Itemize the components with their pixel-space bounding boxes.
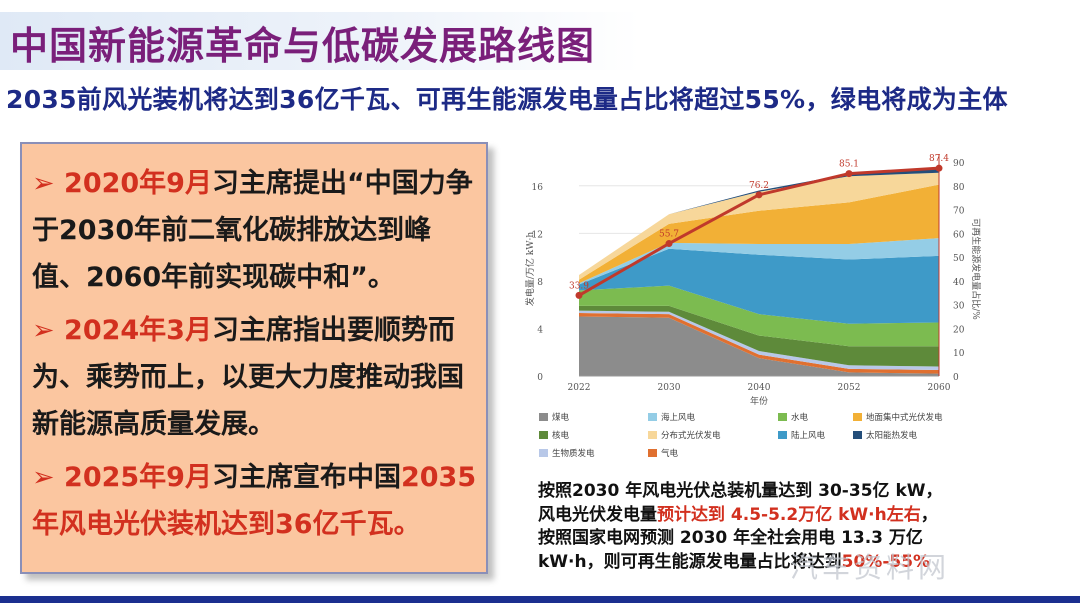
legend-label: 核电: [552, 430, 570, 441]
y-tick-label: 0: [537, 373, 543, 383]
legend-label: 水电: [791, 412, 809, 423]
bullet-date: 2025年9月: [64, 462, 212, 493]
page-subtitle: 2035前风光装机将达到36亿千瓦、可再生能源发电量占比将超过55%，绿电将成为…: [6, 85, 1008, 114]
legend-swatch: [853, 413, 862, 421]
footer-bar: [0, 596, 1080, 603]
watermark-text: 汽车资料网: [790, 551, 951, 584]
area-分布式光伏发电: [579, 172, 939, 280]
y-tick-label: 16: [532, 183, 544, 193]
legend-label: 气电: [661, 448, 679, 459]
bullet-tail: 2035年风电光伏装机达到36亿千瓦。: [32, 462, 477, 540]
y2-tick-label: 60: [953, 230, 965, 240]
x-axis-label: 年份: [750, 395, 768, 407]
note-line-2: 风电光伏发电量预计达到 4.5-5.2万亿 kW·h左右，: [538, 504, 938, 525]
share-label: 55.7: [659, 230, 679, 240]
share-label: 87.4: [929, 154, 949, 164]
legend-swatch: [778, 431, 787, 439]
area-陆上风电: [579, 248, 939, 324]
bullet-text: 习主席指出要顺势而为、乘势而上，以更大力度推动我国新能源高质量发展。: [32, 315, 464, 440]
arrow-icon: ➢: [32, 315, 55, 346]
legend-swatch: [648, 431, 657, 439]
title-band: [0, 12, 640, 70]
arrow-icon: ➢: [32, 168, 55, 199]
y2-tick-label: 30: [953, 302, 965, 312]
y-axis-label: 发电量/万亿 kW·h: [524, 232, 536, 306]
y-tick-label: 8: [537, 278, 543, 288]
y2-tick-label: 40: [953, 278, 965, 288]
bullet-date: 2020年9月: [64, 168, 212, 199]
y2-tick-label: 0: [953, 373, 959, 383]
legend-swatch: [853, 431, 862, 439]
legend-label: 海上风电: [661, 412, 696, 423]
y2-tick-label: 80: [953, 183, 965, 193]
note-text: 按照2030 年风电光伏总装机量达到 30-35亿 kW， 风电光伏发电量预计达…: [538, 480, 1058, 574]
legend-swatch: [778, 413, 787, 421]
y2-axis-label: 可再生能源发电量占比/%: [970, 218, 982, 320]
share-label: 85.1: [839, 160, 859, 170]
note-line-4: kW·h，则可再生能源发电量占比将达到50%-55%: [538, 551, 931, 572]
bullet-2020: ➢ 2020年9月习主席提出“中国力争于2030年前二氧化碳排放达到峰值、206…: [32, 160, 484, 301]
y2-tick-label: 70: [953, 207, 965, 217]
area-海上风电: [579, 238, 939, 285]
legend-label: 太阳能热发电: [866, 430, 918, 441]
x-tick-label: 2030: [658, 383, 681, 393]
share-label: 76.2: [749, 181, 769, 191]
legend-label: 煤电: [552, 412, 570, 423]
area-核电: [579, 305, 939, 367]
bullet-date: 2024年3月: [64, 315, 212, 346]
y-tick-label: 4: [537, 325, 543, 335]
bullet-2024: ➢ 2024年3月习主席指出要顺势而为、乘势而上，以更大力度推动我国新能源高质量…: [32, 307, 484, 448]
page-title: 中国新能源革命与低碳发展路线图: [10, 24, 596, 68]
bullet-text: 习主席宣布中国: [211, 462, 401, 493]
legend-swatch: [539, 431, 548, 439]
legend-label: 分布式光伏发电: [661, 430, 721, 441]
bullet-2025: ➢ 2025年9月习主席宣布中国2035年风电光伏装机达到36亿千瓦。: [32, 454, 484, 548]
share-point: [755, 191, 763, 199]
y2-tick-label: 10: [953, 349, 965, 359]
share-point: [935, 164, 943, 172]
y2-tick-label: 20: [953, 325, 965, 335]
legend-swatch: [648, 449, 657, 457]
x-tick-label: 2052: [838, 383, 861, 393]
policy-box: ➢ 2020年9月习主席提出“中国力争于2030年前二氧化碳排放达到峰值、206…: [20, 142, 488, 574]
x-tick-label: 2060: [928, 383, 951, 393]
share-label: 33.9: [569, 281, 589, 291]
x-tick-label: 2040: [748, 383, 771, 393]
legend-swatch: [539, 449, 548, 457]
share-point: [665, 240, 673, 248]
legend-swatch: [539, 413, 548, 421]
y-tick-label: 12: [532, 230, 543, 240]
y2-tick-label: 90: [953, 159, 965, 169]
legend-label: 生物质发电: [552, 448, 595, 459]
legend-label: 陆上风电: [791, 430, 826, 441]
area-煤电: [579, 316, 939, 376]
area-水电: [579, 285, 939, 347]
share-point: [845, 170, 853, 178]
bullet-text: 习主席提出“中国力争于2030年前二氧化碳排放达到峰值、2060年前实现碳中和”…: [32, 168, 473, 293]
arrow-icon: ➢: [32, 462, 55, 493]
x-tick-label: 2022: [568, 383, 591, 393]
legend-swatch: [648, 413, 657, 421]
share-point: [575, 291, 583, 299]
legend-label: 地面集中式光伏发电: [866, 412, 943, 423]
note-line-1: 按照2030 年风电光伏总装机量达到 30-35亿 kW，: [538, 481, 943, 501]
note-line-3: 按照国家电网预测 2030 年全社会用电 13.3 万亿: [538, 528, 923, 548]
y2-tick-label: 50: [953, 254, 965, 264]
area-地面集中式光伏发电: [579, 184, 939, 284]
